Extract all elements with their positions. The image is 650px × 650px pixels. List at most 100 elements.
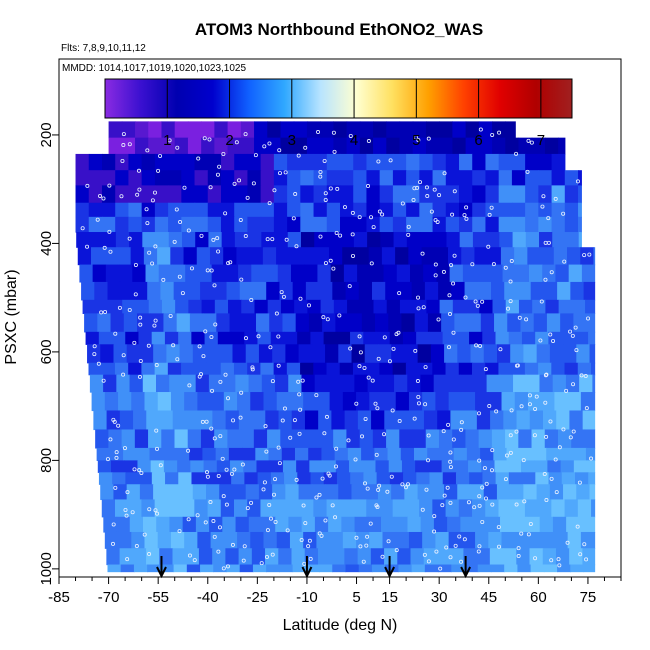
sample-point xyxy=(376,356,381,361)
heat-cell xyxy=(448,531,463,549)
sample-point xyxy=(85,244,90,249)
heat-cell xyxy=(194,185,209,204)
heat-cell xyxy=(593,247,596,266)
sample-point xyxy=(154,363,159,368)
heat-cell xyxy=(227,137,242,155)
heat-cell xyxy=(200,564,214,573)
sample-point xyxy=(374,452,379,457)
sample-point xyxy=(116,423,121,428)
flight-marker-arrow xyxy=(460,556,472,579)
heat-cell xyxy=(248,232,262,248)
heat-cell xyxy=(523,344,538,364)
sample-point xyxy=(95,217,100,222)
heat-cell xyxy=(247,499,262,518)
heat-cell xyxy=(453,447,468,461)
heat-cell xyxy=(98,472,113,485)
heat-cell xyxy=(459,232,474,248)
sample-point xyxy=(218,379,223,384)
heat-cell xyxy=(399,137,414,155)
heat-cell xyxy=(209,516,223,533)
heat-cell xyxy=(189,447,204,461)
heat-cell xyxy=(505,429,519,449)
heat-cell xyxy=(101,170,116,186)
heat-cell xyxy=(425,121,440,139)
heat-cell xyxy=(101,499,116,518)
heat-cell xyxy=(75,185,90,204)
heat-cell xyxy=(141,499,156,518)
sample-point xyxy=(464,216,469,221)
heat-cell xyxy=(189,313,204,333)
heat-cell xyxy=(505,137,520,155)
heat-cell xyxy=(84,313,98,333)
heat-cell xyxy=(395,531,410,549)
heat-cell xyxy=(344,548,359,566)
heat-cell xyxy=(321,447,336,461)
sample-point xyxy=(103,310,108,315)
heat-cell xyxy=(558,299,573,314)
heat-cell xyxy=(317,264,332,283)
heat-cell xyxy=(573,460,588,473)
heat-cell xyxy=(401,313,416,333)
heat-cell xyxy=(286,499,301,518)
heat-cell xyxy=(434,247,449,266)
sample-point xyxy=(556,557,561,562)
sample-point xyxy=(285,528,290,533)
heat-cell xyxy=(333,299,348,314)
heat-cell xyxy=(262,516,276,533)
heat-cell xyxy=(240,137,255,155)
heat-cell xyxy=(200,281,214,301)
heat-cell xyxy=(148,429,162,449)
sample-point xyxy=(348,346,353,351)
heat-cell xyxy=(212,548,226,566)
heat-cell xyxy=(451,281,466,301)
sample-point xyxy=(114,455,119,460)
heat-cell xyxy=(207,499,222,518)
sample-point xyxy=(314,393,319,398)
heat-cell xyxy=(413,299,427,314)
sample-point xyxy=(335,186,340,191)
heat-cell xyxy=(343,264,358,283)
sample-point xyxy=(239,390,244,395)
heat-cell xyxy=(279,564,294,573)
sample-point xyxy=(514,363,519,368)
heat-cell xyxy=(185,264,200,283)
heat-cell xyxy=(304,410,319,431)
heat-cell xyxy=(359,121,374,139)
heat-cell xyxy=(183,247,198,266)
heat-cell xyxy=(345,564,360,573)
sample-point xyxy=(296,379,301,384)
heat-cell xyxy=(490,410,504,431)
heat-cell xyxy=(477,564,492,573)
sample-point xyxy=(108,437,113,442)
heat-cell xyxy=(104,531,119,549)
heat-cell xyxy=(275,516,290,533)
heat-cell xyxy=(401,460,416,473)
heat-cell xyxy=(373,137,387,155)
heat-cell xyxy=(154,185,169,204)
sample-point xyxy=(241,558,246,563)
heat-cell xyxy=(574,331,589,345)
heat-cell xyxy=(454,460,469,473)
heat-cell xyxy=(187,121,202,139)
heat-cell xyxy=(538,153,553,171)
sample-point xyxy=(303,145,308,150)
sample-point xyxy=(445,485,450,490)
heat-cell xyxy=(444,484,458,501)
heat-cell xyxy=(538,499,552,518)
sample-point xyxy=(167,138,172,143)
colorbar-tick-label: 3 xyxy=(288,132,296,149)
heat-cell xyxy=(557,429,572,449)
sample-point xyxy=(132,340,137,345)
sample-point xyxy=(119,194,124,199)
sample-point xyxy=(249,297,254,302)
heat-cell xyxy=(578,202,582,218)
sample-point xyxy=(496,525,501,530)
heat-cell xyxy=(177,460,191,473)
sample-point xyxy=(442,171,447,176)
heat-cell xyxy=(327,232,342,248)
sample-point xyxy=(571,429,576,434)
heat-cell xyxy=(168,216,182,233)
heat-cell xyxy=(385,564,399,573)
heat-cell xyxy=(322,313,336,333)
heat-cell xyxy=(225,548,240,566)
